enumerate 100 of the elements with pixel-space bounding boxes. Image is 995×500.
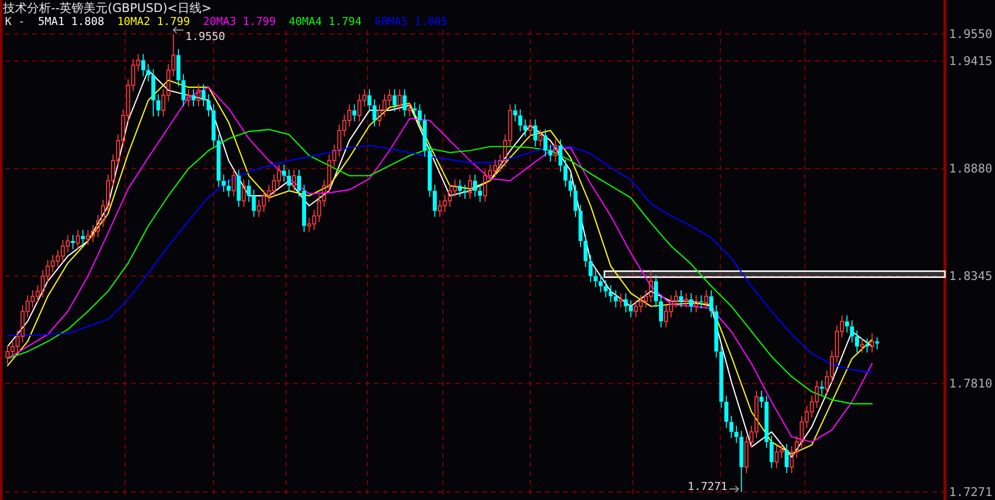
candlestick	[226, 179, 231, 198]
candlestick	[870, 332, 874, 354]
candlestick	[563, 159, 568, 188]
candlestick	[392, 88, 397, 112]
candlestick	[282, 164, 286, 182]
candlestick	[408, 102, 412, 117]
candlestick	[760, 390, 764, 408]
legend-title: K -	[5, 15, 25, 28]
candlestick	[704, 290, 708, 309]
candlestick	[770, 435, 774, 469]
candlestick	[714, 304, 718, 358]
text: 20MA3 1.799	[203, 15, 276, 28]
annotation: 1.7271	[688, 480, 728, 493]
candlestick	[216, 134, 221, 188]
line-series	[6, 128, 873, 404]
candlestick	[252, 189, 256, 218]
candlestick	[151, 68, 156, 117]
y-tick-label: 1.9415	[949, 54, 992, 68]
candlestick	[462, 184, 467, 200]
candlestick	[206, 94, 211, 117]
candlestick	[513, 104, 518, 122]
candlestick	[518, 108, 522, 132]
candlestick	[875, 336, 880, 350]
candlestick	[186, 88, 190, 107]
candlestick	[538, 128, 542, 148]
candlestick	[820, 380, 824, 396]
candlestick	[141, 54, 146, 77]
y-tick-label: 1.9550	[949, 27, 992, 42]
chart-title: 技术分析--英镑美元(GBPUSD)<日线>	[2, 1, 212, 15]
candlestick	[860, 338, 864, 354]
candlestick	[709, 290, 714, 318]
candlestick	[614, 290, 618, 308]
candlestick	[418, 104, 422, 127]
candlestick	[402, 88, 407, 117]
candlestick	[422, 114, 427, 158]
candlestick	[724, 395, 728, 428]
candlestick	[352, 104, 356, 122]
candlestick	[372, 98, 376, 127]
candlestick	[192, 88, 196, 107]
candlestick	[156, 94, 160, 117]
candlestick	[398, 88, 402, 112]
candlestick	[784, 443, 789, 474]
y-tick-label: 1.7810	[949, 376, 992, 391]
candlestick	[287, 169, 292, 192]
candlestick	[458, 179, 462, 198]
y-tick-label: 1.8345	[949, 269, 992, 284]
candlestick	[694, 294, 698, 313]
candlestick	[729, 415, 734, 438]
text: 10MA2 1.799	[117, 15, 190, 28]
text: 40MA4 1.794	[288, 15, 362, 28]
candlestick	[222, 174, 226, 192]
candlestick	[70, 234, 75, 250]
candlestick	[523, 118, 528, 138]
candlestick	[196, 84, 201, 107]
candlestick	[76, 229, 80, 250]
candlestick	[588, 254, 593, 283]
y-tick-label: 1.7271	[949, 484, 992, 499]
candlestick	[658, 294, 663, 328]
candlestick	[618, 292, 623, 308]
text: 5MA1 1.808	[38, 15, 104, 28]
annotation: 1.9550	[185, 30, 226, 44]
candlestick	[734, 425, 738, 444]
candlestick	[699, 294, 704, 309]
text: 60MA5 1.805	[374, 15, 448, 28]
candlestick	[302, 184, 306, 232]
candlestick	[246, 179, 251, 202]
candlestick	[367, 88, 372, 112]
candlestick	[598, 274, 603, 293]
y-tick-label: 1.8880	[949, 162, 992, 176]
candlestick	[292, 169, 296, 192]
candlestick	[558, 139, 562, 172]
candlestick	[428, 144, 432, 198]
candlestick	[478, 184, 482, 202]
candlestick	[574, 184, 578, 218]
candlestick	[176, 48, 180, 87]
candlestick	[684, 292, 688, 308]
candlestick	[604, 280, 608, 298]
candlestick	[584, 234, 588, 268]
candlestick	[553, 139, 558, 162]
candlestick	[181, 74, 186, 107]
candlestick	[202, 84, 206, 107]
candlestick	[473, 174, 477, 198]
candlestick	[533, 118, 538, 148]
candlestick	[242, 179, 246, 208]
candlestick	[865, 338, 870, 354]
candlestick	[578, 204, 583, 248]
candlestick	[468, 174, 472, 200]
candlestick	[412, 102, 417, 117]
candlestick	[844, 314, 849, 333]
candlestick	[855, 330, 860, 354]
candlestick	[689, 292, 694, 313]
candlestick	[212, 104, 216, 148]
candlestick	[624, 292, 628, 313]
candlestick	[297, 169, 302, 198]
candlestick	[236, 169, 241, 208]
candlestick	[654, 274, 658, 308]
candlestick	[608, 284, 613, 303]
candlestick	[719, 344, 724, 408]
candlestick	[432, 184, 437, 218]
candlestick	[594, 270, 598, 288]
